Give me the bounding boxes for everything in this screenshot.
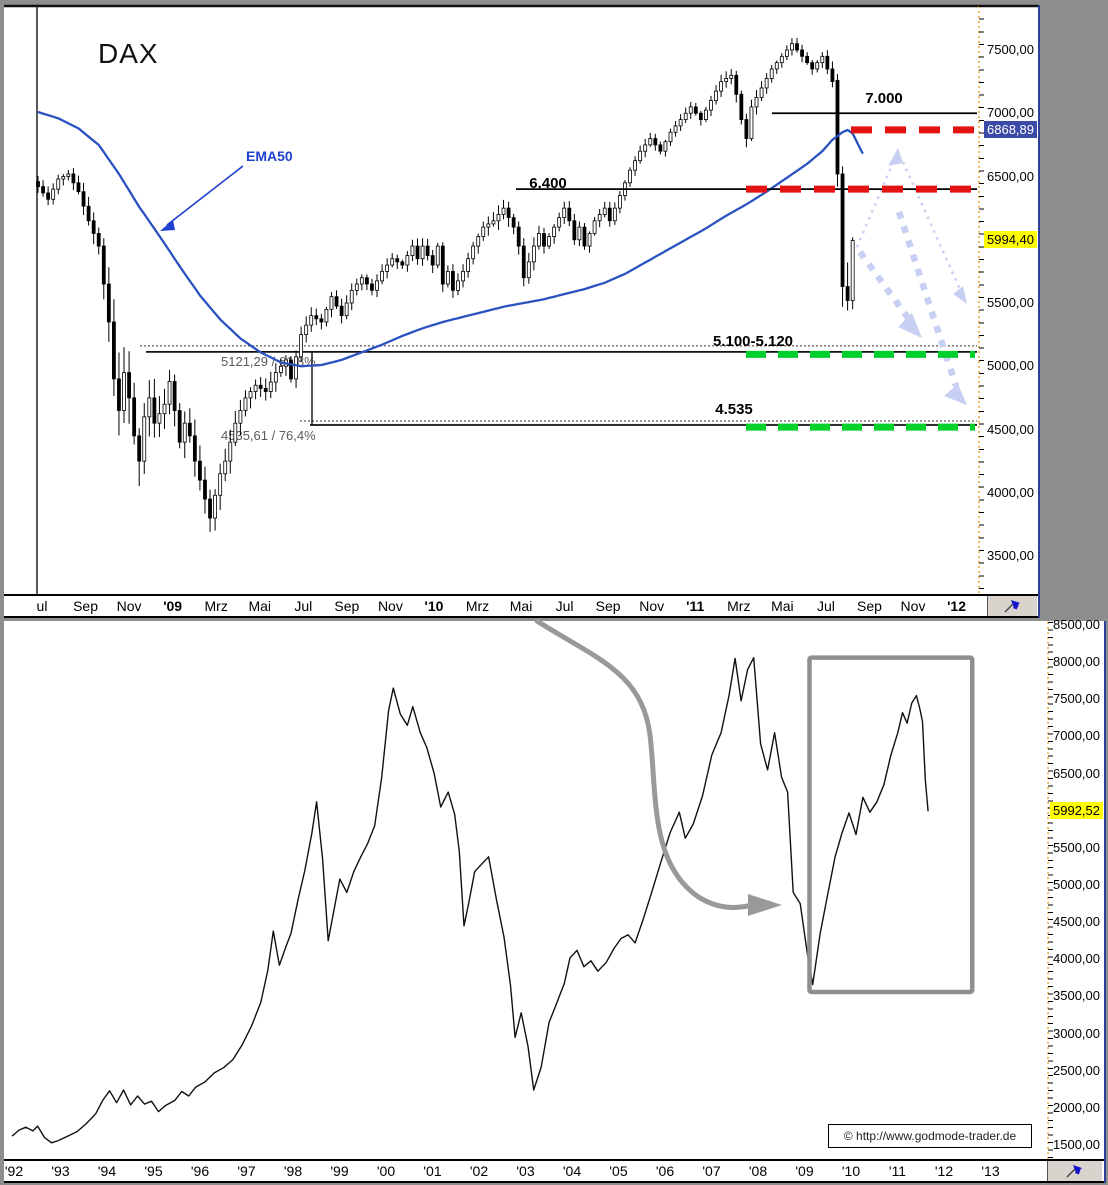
bottom-x-axis-label: '93 bbox=[51, 1163, 70, 1179]
watermark: © http://www.godmode-trader.de bbox=[828, 1124, 1032, 1148]
bottom-y-axis-label: 8500,00 bbox=[1053, 616, 1100, 632]
bottom-x-axis-label: '07 bbox=[702, 1163, 721, 1179]
top-x-axis-label: '12 bbox=[947, 598, 966, 614]
bottom-x-axis-label: '08 bbox=[748, 1163, 768, 1179]
annotation-pin-button[interactable] bbox=[1047, 1161, 1102, 1181]
bottom-x-axis-label: '04 bbox=[562, 1163, 582, 1179]
bottom-x-axis-label: '05 bbox=[609, 1163, 628, 1179]
top-x-axis-label: Mrz bbox=[204, 598, 228, 614]
bottom-x-axis-label: '11 bbox=[888, 1163, 907, 1179]
annotation-pin-button[interactable] bbox=[987, 596, 1037, 616]
bottom-y-axis-ticks bbox=[1048, 622, 1053, 1160]
support-5100-5120-label: 5.100-5.120 bbox=[712, 333, 794, 350]
resistance-7000-label: 7.000 bbox=[865, 90, 903, 107]
bottom-x-axis-label: '98 bbox=[283, 1163, 303, 1179]
bottom-x-axis-label: '95 bbox=[144, 1163, 163, 1179]
fib-76-4-label: 4535,61 / 76,4% bbox=[221, 428, 316, 443]
top-x-axis: ul Sep Nov '09 Mrz Mai Jul Sep Nov '10 Mrz Mai Jul Se… bbox=[4, 594, 1038, 618]
top-y-axis-ticks bbox=[979, 6, 984, 594]
bottom-x-axis-label: '10 bbox=[841, 1163, 861, 1179]
bottom-y-axis-label: 2000,00 bbox=[1053, 1099, 1100, 1115]
top-x-axis-label: Jul bbox=[555, 598, 574, 614]
bottom-x-axis-label: '06 bbox=[655, 1163, 675, 1179]
bottom-x-axis-label: '02 bbox=[469, 1163, 489, 1179]
annotation-pin-icon bbox=[1066, 1165, 1082, 1178]
bottom-y-axis-label: 2500,00 bbox=[1053, 1062, 1100, 1078]
bottom-x-axis-label: '00 bbox=[376, 1163, 396, 1179]
top-x-axis-label: '10 bbox=[424, 598, 444, 614]
top-x-axis-label: Sep bbox=[595, 598, 621, 614]
top-x-axis-label: Mai bbox=[771, 598, 794, 614]
price-badge-5994: 5994,40 bbox=[984, 231, 1037, 249]
annotation-pin-icon bbox=[1004, 600, 1020, 613]
top-y-axis-label: 5000,00 bbox=[987, 358, 1034, 374]
top-x-axis-label: Sep bbox=[334, 598, 360, 614]
chart-title: DAX bbox=[98, 38, 159, 69]
top-x-axis-label: Mrz bbox=[465, 598, 490, 614]
top-x-axis-label: Sep bbox=[73, 598, 99, 614]
bottom-x-axis-label: '12 bbox=[934, 1163, 954, 1179]
bottom-x-axis-label: '94 bbox=[97, 1163, 117, 1179]
top-x-axis-label: '11 bbox=[686, 598, 705, 614]
bottom-x-axis-label: '13 bbox=[981, 1163, 1000, 1179]
bottom-x-axis-label: '09 bbox=[795, 1163, 814, 1179]
bottom-y-axis-label: 3000,00 bbox=[1053, 1025, 1100, 1041]
ema50-label: EMA50 bbox=[246, 148, 293, 164]
bottom-y-axis-label: 1500,00 bbox=[1053, 1137, 1100, 1152]
top-x-axis-label: Nov bbox=[116, 598, 142, 614]
top-y-axis-label: 4000,00 bbox=[987, 484, 1034, 500]
bottom-y-axis-label: 7500,00 bbox=[1053, 691, 1100, 707]
bottom-y-axis-label: 3500,00 bbox=[1053, 988, 1100, 1004]
top-y-axis-label: 6500,00 bbox=[987, 168, 1034, 184]
bottom-y-axis-label: 4000,00 bbox=[1053, 951, 1100, 967]
bottom-x-axis-label: '92 bbox=[4, 1163, 24, 1179]
bottom-y-axis-label: 6500,00 bbox=[1053, 765, 1100, 781]
bottom-y-axis-label: 7000,00 bbox=[1053, 728, 1100, 744]
fib-61-8-label: 5121,29 / 61,8% bbox=[221, 354, 316, 369]
bottom-chart-panel[interactable] bbox=[4, 621, 1106, 1183]
top-x-axis-label: Jul bbox=[294, 598, 313, 614]
top-x-axis-label: Jul bbox=[816, 598, 835, 614]
top-y-axis-label: 4500,00 bbox=[987, 421, 1034, 437]
bottom-y-axis-label: 8000,00 bbox=[1053, 654, 1100, 670]
top-x-axis-label: Nov bbox=[377, 598, 403, 614]
top-x-axis-label: Mrz bbox=[727, 598, 751, 614]
bottom-x-axis-label: '99 bbox=[330, 1163, 349, 1179]
bottom-x-axis: '92 '93 '94 '95 '96 '97 '98 '99 '00 '01 '02 '03 '04 '… bbox=[4, 1159, 1104, 1183]
bottom-y-axis-label: 5500,00 bbox=[1053, 839, 1100, 855]
resistance-6400-label: 6.400 bbox=[529, 175, 567, 192]
top-y-axis-label: 3500,00 bbox=[987, 548, 1034, 563]
price-badge-6868: 6868,89 bbox=[984, 120, 1037, 138]
top-x-axis-label: Mai bbox=[509, 598, 533, 614]
support-4535-label: 4.535 bbox=[715, 401, 753, 418]
top-x-axis-label: '09 bbox=[163, 598, 183, 614]
top-y-axis-label: 5500,00 bbox=[987, 295, 1034, 310]
top-x-axis-label: ul bbox=[36, 598, 48, 614]
bottom-y-axis-label: 5000,00 bbox=[1053, 877, 1100, 892]
top-x-axis-label: Nov bbox=[900, 598, 926, 614]
bottom-y-axis-label: 4500,00 bbox=[1053, 914, 1100, 930]
bottom-x-axis-label: '03 bbox=[516, 1163, 535, 1179]
top-y-axis-label: 7500,00 bbox=[987, 42, 1034, 57]
bottom-x-axis-label: '97 bbox=[237, 1163, 256, 1179]
top-x-axis-label: Sep bbox=[856, 598, 882, 614]
top-x-axis-label: Nov bbox=[639, 598, 665, 614]
top-x-axis-label: Mai bbox=[248, 598, 272, 614]
price-badge-5992: 5992,52 bbox=[1050, 802, 1103, 820]
bottom-x-axis-label: '96 bbox=[190, 1163, 210, 1179]
top-y-axis-label: 7000,00 bbox=[987, 105, 1034, 121]
bottom-x-axis-label: '01 bbox=[423, 1163, 442, 1179]
